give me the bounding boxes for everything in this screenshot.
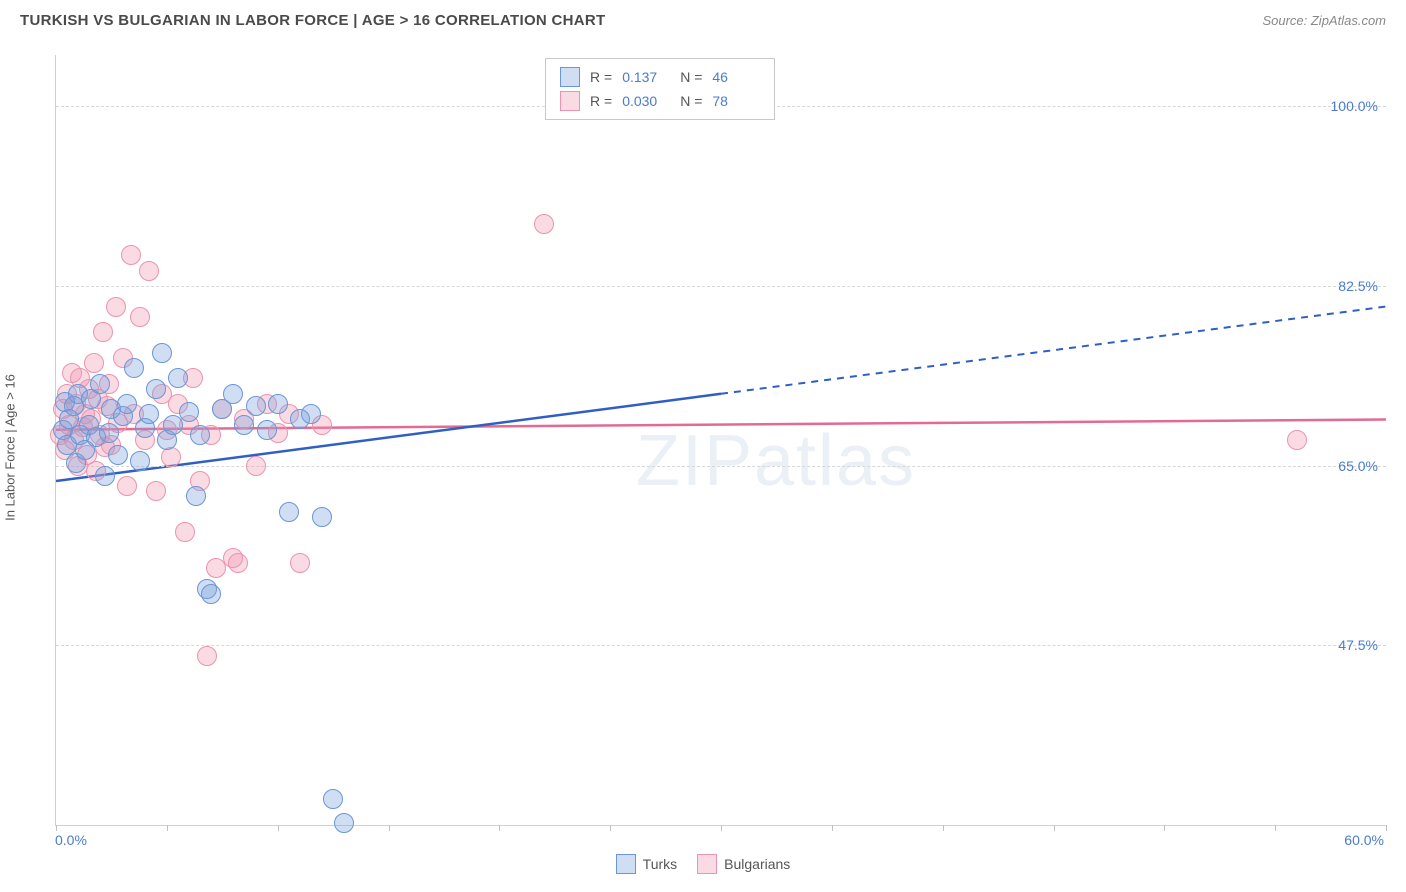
regression-lines xyxy=(56,55,1386,825)
stats-row-turks: R = 0.137 N = 46 xyxy=(560,65,760,89)
legend-label-turks: Turks xyxy=(643,856,677,872)
stats-legend: R = 0.137 N = 46 R = 0.030 N = 78 xyxy=(545,58,775,120)
data-point-turks xyxy=(139,404,159,424)
series-legend: Turks Bulgarians xyxy=(0,854,1406,874)
grid-line xyxy=(56,286,1386,287)
data-point-turks xyxy=(130,451,150,471)
x-tick xyxy=(56,825,57,831)
stats-row-bulgarians: R = 0.030 N = 78 xyxy=(560,89,760,113)
data-point-bulgarians xyxy=(139,261,159,281)
r-value-turks: 0.137 xyxy=(622,65,670,89)
n-label: N = xyxy=(680,65,702,89)
x-tick xyxy=(389,825,390,831)
x-max-label: 60.0% xyxy=(1344,832,1384,848)
data-point-bulgarians xyxy=(228,553,248,573)
data-point-turks xyxy=(301,404,321,424)
watermark: ZIPatlas xyxy=(636,420,916,502)
data-point-turks xyxy=(334,813,354,833)
x-tick xyxy=(943,825,944,831)
y-tick-label: 47.5% xyxy=(1338,637,1378,653)
x-tick xyxy=(610,825,611,831)
x-tick xyxy=(1054,825,1055,831)
data-point-bulgarians xyxy=(206,558,226,578)
x-tick xyxy=(1275,825,1276,831)
data-point-bulgarians xyxy=(1287,430,1307,450)
r-value-bulgarians: 0.030 xyxy=(622,89,670,113)
x-min-label: 0.0% xyxy=(55,832,87,848)
data-point-turks xyxy=(323,789,343,809)
chart-title: TURKISH VS BULGARIAN IN LABOR FORCE | AG… xyxy=(20,12,606,29)
data-point-turks xyxy=(223,384,243,404)
data-point-bulgarians xyxy=(130,307,150,327)
legend-label-bulgarians: Bulgarians xyxy=(724,856,790,872)
data-point-turks xyxy=(117,394,137,414)
x-tick xyxy=(1164,825,1165,831)
legend-item-bulgarians: Bulgarians xyxy=(697,854,790,874)
data-point-turks xyxy=(246,396,266,416)
data-point-turks xyxy=(152,343,172,363)
data-point-bulgarians xyxy=(84,353,104,373)
y-tick-label: 65.0% xyxy=(1338,458,1378,474)
r-label: R = xyxy=(590,89,612,113)
data-point-turks xyxy=(146,379,166,399)
data-point-turks xyxy=(201,584,221,604)
data-point-turks xyxy=(190,425,210,445)
data-point-bulgarians xyxy=(121,245,141,265)
data-point-bulgarians xyxy=(534,214,554,234)
swatch-bulgarians xyxy=(697,854,717,874)
data-point-turks xyxy=(99,423,119,443)
n-value-bulgarians: 78 xyxy=(712,89,760,113)
n-label: N = xyxy=(680,89,702,113)
data-point-bulgarians xyxy=(93,322,113,342)
data-point-turks xyxy=(179,402,199,422)
data-point-bulgarians xyxy=(197,646,217,666)
data-point-bulgarians xyxy=(161,447,181,467)
swatch-bulgarians xyxy=(560,91,580,111)
data-point-turks xyxy=(124,358,144,378)
chart-plot-area: ZIPatlas 47.5% 65.0% 82.5% 100.0% xyxy=(55,55,1386,826)
x-tick xyxy=(278,825,279,831)
data-point-bulgarians xyxy=(175,522,195,542)
x-tick xyxy=(1386,825,1387,831)
data-point-turks xyxy=(279,502,299,522)
x-tick xyxy=(499,825,500,831)
data-point-turks xyxy=(95,466,115,486)
grid-line xyxy=(56,645,1386,646)
y-tick-label: 82.5% xyxy=(1338,278,1378,294)
x-tick xyxy=(721,825,722,831)
r-label: R = xyxy=(590,65,612,89)
data-point-turks xyxy=(257,420,277,440)
y-axis-title: In Labor Force | Age > 16 xyxy=(3,374,18,521)
data-point-bulgarians xyxy=(106,297,126,317)
swatch-turks xyxy=(560,67,580,87)
x-tick xyxy=(167,825,168,831)
legend-item-turks: Turks xyxy=(616,854,677,874)
data-point-turks xyxy=(234,415,254,435)
swatch-turks xyxy=(616,854,636,874)
x-tick xyxy=(832,825,833,831)
data-point-bulgarians xyxy=(290,553,310,573)
data-point-turks xyxy=(108,445,128,465)
data-point-turks xyxy=(168,368,188,388)
y-tick-label: 100.0% xyxy=(1331,98,1378,114)
n-value-turks: 46 xyxy=(712,65,760,89)
data-point-bulgarians xyxy=(246,456,266,476)
data-point-turks xyxy=(312,507,332,527)
data-point-turks xyxy=(268,394,288,414)
data-point-turks xyxy=(90,374,110,394)
source-label: Source: ZipAtlas.com xyxy=(1262,13,1386,28)
data-point-bulgarians xyxy=(146,481,166,501)
data-point-bulgarians xyxy=(117,476,137,496)
data-point-turks xyxy=(186,486,206,506)
